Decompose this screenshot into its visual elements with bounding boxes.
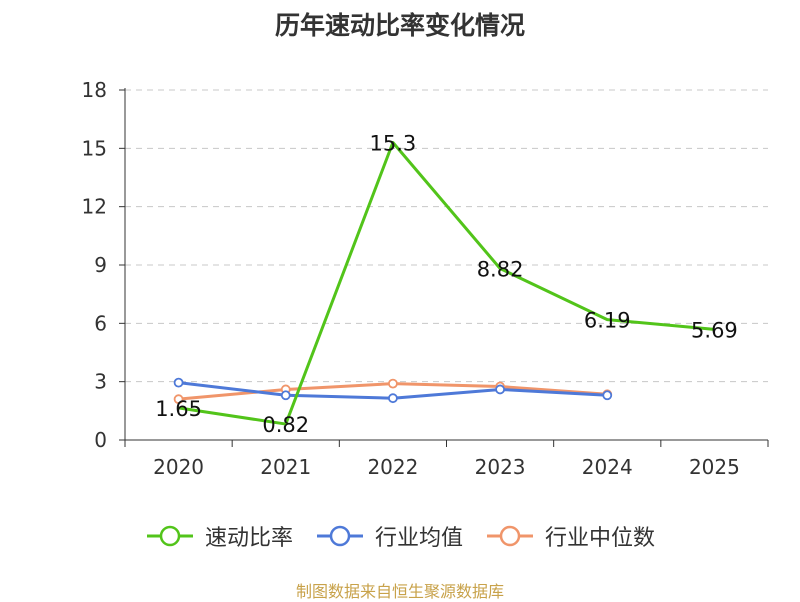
data-point [496, 385, 504, 393]
y-tick-label: 15 [82, 136, 107, 160]
data-point [603, 391, 611, 399]
data-source: 制图数据来自恒生聚源数据库 [0, 578, 800, 602]
data-label: 1.65 [155, 397, 202, 421]
x-tick-label: 2024 [582, 455, 633, 479]
x-tick-label: 2020 [153, 455, 204, 479]
legend: 速动比率 行业均值 行业中位数 [0, 520, 800, 552]
x-tick-label: 2025 [689, 455, 740, 479]
legend-label-quick-ratio: 速动比率 [205, 520, 293, 552]
x-tick-label: 2022 [367, 455, 418, 479]
data-label: 15.3 [370, 132, 417, 156]
x-tick-label: 2023 [475, 455, 526, 479]
data-label: 0.82 [262, 413, 309, 437]
legend-label-industry-average: 行业均值 [375, 520, 463, 552]
data-point [282, 391, 290, 399]
data-point [389, 394, 397, 402]
y-tick-label: 9 [94, 253, 107, 277]
data-label: 6.19 [584, 309, 631, 333]
legend-label-industry-median: 行业中位数 [545, 520, 655, 552]
legend-item-quick-ratio[interactable]: 速动比率 [145, 520, 293, 552]
y-tick-label: 12 [82, 195, 107, 219]
legend-marker-industry-median [485, 521, 535, 551]
y-tick-label: 6 [94, 311, 107, 335]
data-point [175, 379, 183, 387]
x-tick-label: 2021 [260, 455, 311, 479]
legend-item-industry-median[interactable]: 行业中位数 [485, 520, 655, 552]
y-tick-label: 3 [94, 370, 107, 394]
data-label: 8.82 [477, 258, 524, 282]
data-label: 5.69 [691, 318, 738, 342]
grid-lines [125, 90, 768, 382]
legend-marker-industry-average [315, 521, 365, 551]
y-tick-label: 18 [82, 78, 107, 102]
y-tick-label: 0 [94, 428, 107, 452]
legend-item-industry-average[interactable]: 行业均值 [315, 520, 463, 552]
legend-marker-quick-ratio [145, 521, 195, 551]
line-chart: 0 3 6 9 12 15 18 2020 2021 2022 2023 2024 2025 1.65 0… [0, 0, 800, 600]
data-point [389, 380, 397, 388]
